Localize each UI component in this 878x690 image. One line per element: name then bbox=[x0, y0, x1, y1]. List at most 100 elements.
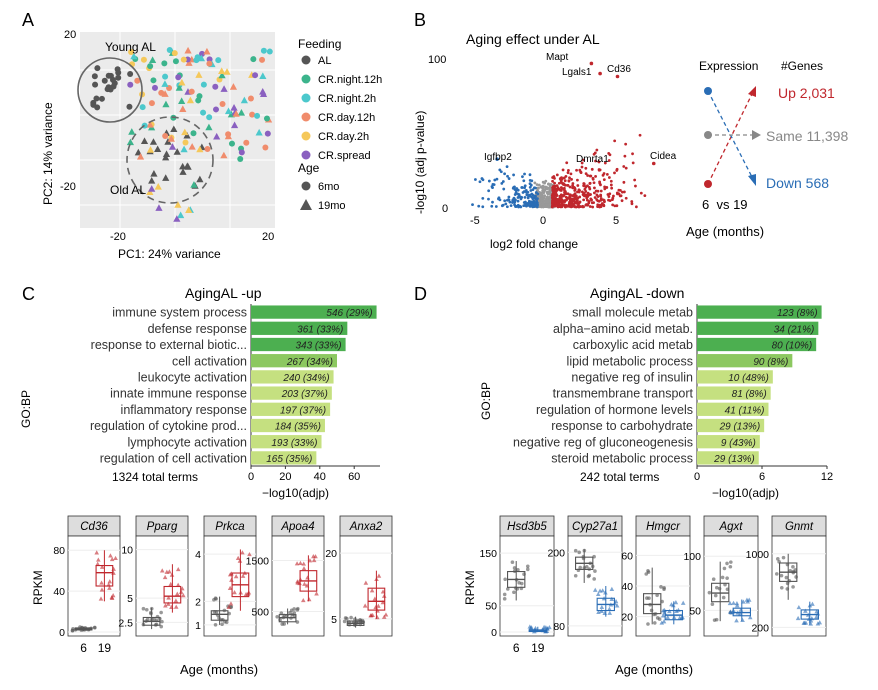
volcano-point-down bbox=[531, 197, 535, 201]
volcano-point-up bbox=[579, 170, 583, 174]
volcano-point-up bbox=[562, 203, 566, 207]
volcano-xtick-0: 0 bbox=[540, 215, 546, 227]
legend-age-label: 19mo bbox=[318, 200, 346, 212]
pca-point-cr bbox=[149, 56, 157, 64]
legend-age-title: Age bbox=[298, 161, 320, 175]
facet-gene-label: Hsd3b5 bbox=[507, 521, 547, 533]
volcano-point-same bbox=[541, 203, 545, 206]
volcano-point-up bbox=[587, 201, 591, 205]
volcano-point-down bbox=[498, 168, 502, 172]
box-point bbox=[374, 614, 380, 620]
panel-label-c: C bbox=[22, 284, 35, 304]
volcano-point-down bbox=[474, 178, 477, 181]
facet-y-tick-label: 150 bbox=[479, 548, 497, 560]
box-point bbox=[227, 585, 233, 590]
volcano-point-up bbox=[581, 204, 585, 208]
volcano-point-up bbox=[552, 194, 555, 198]
age-compare-ticks: 6 vs 19 bbox=[702, 197, 748, 212]
volcano-point-up bbox=[573, 189, 577, 192]
volcano-point-up bbox=[592, 201, 595, 205]
volcano-point-down bbox=[509, 204, 513, 208]
bar-c-title: AgingAL -up bbox=[185, 285, 262, 301]
volcano-point-down bbox=[523, 172, 526, 176]
volcano-point-down bbox=[522, 179, 526, 183]
pca-point-al bbox=[115, 69, 122, 76]
pca-point-cr bbox=[250, 56, 257, 63]
pca-point-cr bbox=[150, 77, 157, 84]
volcano-point-up bbox=[551, 190, 555, 194]
pca-point-cr bbox=[212, 83, 219, 90]
box-point bbox=[314, 591, 319, 596]
volcano-point-up bbox=[588, 174, 592, 178]
box-point bbox=[82, 627, 86, 631]
box-point bbox=[381, 614, 387, 619]
volcano-point-down bbox=[534, 186, 537, 190]
box-point bbox=[222, 608, 227, 613]
box-point bbox=[573, 548, 578, 553]
box-point bbox=[89, 626, 93, 631]
volcano-point-up bbox=[633, 178, 637, 182]
bar-x-tick-label: 0 bbox=[694, 471, 700, 483]
box-point bbox=[107, 585, 112, 590]
bar-value-label: 546 (29%) bbox=[326, 308, 372, 319]
volcano-point-up bbox=[558, 200, 562, 204]
volcano-point-up bbox=[569, 203, 573, 206]
box-point bbox=[166, 595, 171, 600]
bar bbox=[251, 386, 332, 400]
box-point bbox=[806, 616, 812, 621]
box-point bbox=[238, 590, 244, 595]
box-point bbox=[740, 617, 745, 623]
box bbox=[163, 585, 182, 604]
volcano-point-down bbox=[523, 186, 526, 190]
annot-old-al: Old AL bbox=[110, 183, 146, 197]
box-point bbox=[298, 560, 303, 565]
box-point bbox=[503, 577, 507, 582]
box-point bbox=[711, 577, 716, 581]
volcano-x-label: log2 fold change bbox=[490, 237, 578, 251]
box-point bbox=[159, 624, 164, 629]
volcano-point-up bbox=[588, 205, 592, 208]
volcano-point-down bbox=[503, 172, 506, 176]
box-point bbox=[109, 556, 115, 562]
facet-y-tick-label: 50 bbox=[485, 601, 497, 613]
bar-x-tick-label: 60 bbox=[348, 471, 360, 483]
pca-point-al bbox=[170, 125, 178, 133]
volcano-point-down bbox=[530, 203, 534, 206]
volcano-point-down bbox=[481, 205, 485, 209]
box-point bbox=[280, 622, 284, 626]
box-point bbox=[599, 604, 605, 610]
box-point bbox=[362, 603, 368, 608]
volcano-point-up bbox=[556, 186, 560, 190]
facet-gene-label: Hmgcr bbox=[646, 521, 681, 533]
pca-point-al bbox=[183, 131, 191, 139]
box-point bbox=[381, 593, 387, 598]
pca-point-cr bbox=[238, 149, 245, 156]
pca-point-cr bbox=[199, 50, 206, 57]
box-point bbox=[99, 580, 104, 585]
volcano-point-up bbox=[643, 194, 647, 198]
volcano-point-up bbox=[576, 196, 580, 200]
volcano-point-same bbox=[541, 184, 545, 188]
box-point bbox=[292, 607, 296, 611]
legend-feeding-label: CR.day.12h bbox=[318, 112, 375, 124]
box-point bbox=[785, 581, 790, 586]
volcano-point-up bbox=[603, 200, 606, 204]
box-point bbox=[808, 621, 814, 626]
volcano-point-up bbox=[577, 205, 581, 209]
volcano-point-up bbox=[560, 187, 564, 190]
box-point bbox=[383, 612, 389, 617]
box-point bbox=[240, 550, 245, 555]
bar-category-label: small molecule metab bbox=[572, 306, 693, 320]
box-point bbox=[106, 582, 111, 587]
box-point bbox=[149, 617, 154, 622]
bar-c-y-label: GO:BP bbox=[19, 390, 33, 428]
pca-point-cr bbox=[205, 123, 213, 131]
volcano-point-down bbox=[491, 182, 495, 186]
volcano-point-up bbox=[556, 202, 560, 206]
volcano-point-down bbox=[516, 196, 520, 199]
pca-point-cr bbox=[206, 56, 213, 63]
facet-y-tick-label: 80 bbox=[53, 545, 65, 557]
pca-point-cr bbox=[263, 115, 270, 122]
volcano-point-up bbox=[559, 205, 563, 209]
box-point bbox=[612, 601, 618, 606]
